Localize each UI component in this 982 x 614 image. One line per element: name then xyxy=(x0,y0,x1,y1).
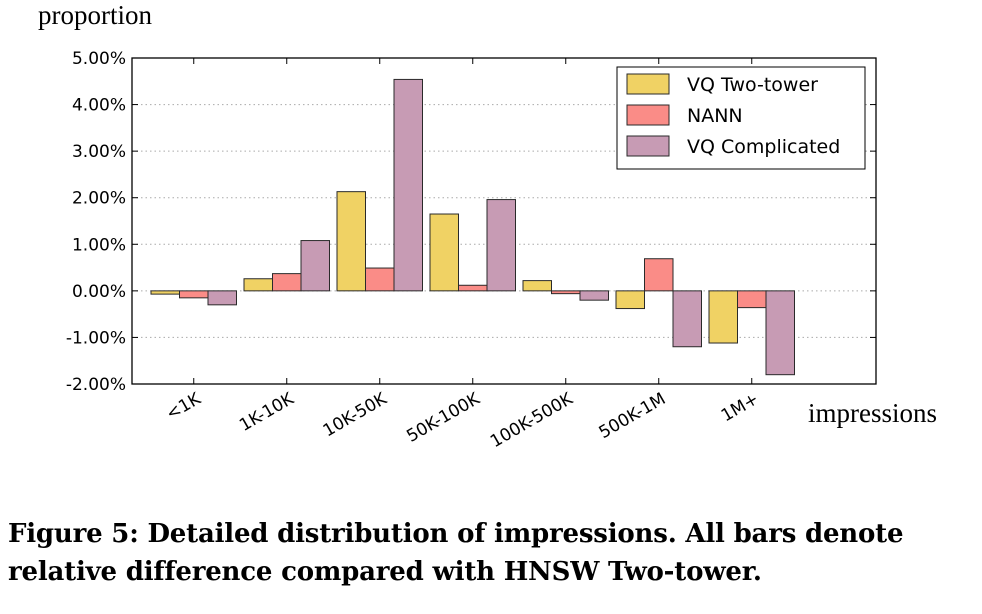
y-tick-label: 0.00% xyxy=(72,282,126,302)
bar xyxy=(429,213,459,292)
y-tick-label: 4.00% xyxy=(72,96,126,116)
x-tick-label: 500K-1M xyxy=(596,389,670,443)
bar xyxy=(179,290,209,299)
legend-label: VQ Two-tower xyxy=(687,74,818,96)
legend-label: NANN xyxy=(687,105,743,127)
bar xyxy=(150,290,180,295)
plot-frame xyxy=(131,57,877,385)
bar xyxy=(551,290,581,295)
bar xyxy=(458,284,488,292)
bar xyxy=(765,290,795,376)
x-tick-label: <1K xyxy=(163,389,205,425)
x-axis-label: impressions xyxy=(808,398,937,428)
y-tick-label: 1.00% xyxy=(72,235,126,255)
x-tick-label: 50K-100K xyxy=(403,389,484,447)
x-tick-label: 10K-50K xyxy=(320,389,391,442)
x-tick-label: 100K-500K xyxy=(487,389,577,453)
bar-chart: proportion impressions 5.00% 4.00% 3.00% 2.… xyxy=(38,0,937,453)
bars xyxy=(150,78,795,376)
bar xyxy=(365,267,395,292)
bar xyxy=(393,78,423,292)
legend-swatch xyxy=(626,73,670,95)
bar xyxy=(300,240,330,292)
x-tick-label: 1M+ xyxy=(718,389,762,426)
y-tick-label: 2.00% xyxy=(72,189,126,209)
bar xyxy=(644,258,674,292)
x-tick-label: 1K-10K xyxy=(236,389,298,436)
y-tick-label: 3.00% xyxy=(72,142,126,162)
legend-swatch xyxy=(626,135,670,157)
y-tick-label: 5.00% xyxy=(72,49,126,69)
bar xyxy=(243,278,273,292)
y-axis-label: proportion xyxy=(38,0,152,30)
bar xyxy=(737,290,767,309)
y-tick-label: -2.00% xyxy=(66,375,126,395)
bar xyxy=(708,290,738,344)
bar xyxy=(672,290,702,348)
legend-swatch xyxy=(626,104,670,126)
legend-label: VQ Complicated xyxy=(687,136,840,158)
bar xyxy=(615,290,645,310)
bar xyxy=(207,290,237,306)
bar xyxy=(522,280,552,292)
bar xyxy=(486,199,516,292)
legend: VQ Two-tower NANN VQ Complicated xyxy=(616,66,866,170)
figure-caption: Figure 5: Detailed distribution of impre… xyxy=(8,519,904,587)
bar xyxy=(336,191,366,292)
bar xyxy=(272,273,302,292)
bar xyxy=(579,290,609,301)
y-tick-label: -1.00% xyxy=(66,328,126,348)
y-ticks: 5.00% 4.00% 3.00% 2.00% 1.00% 0.00% -1.00% -2.0… xyxy=(66,49,876,395)
